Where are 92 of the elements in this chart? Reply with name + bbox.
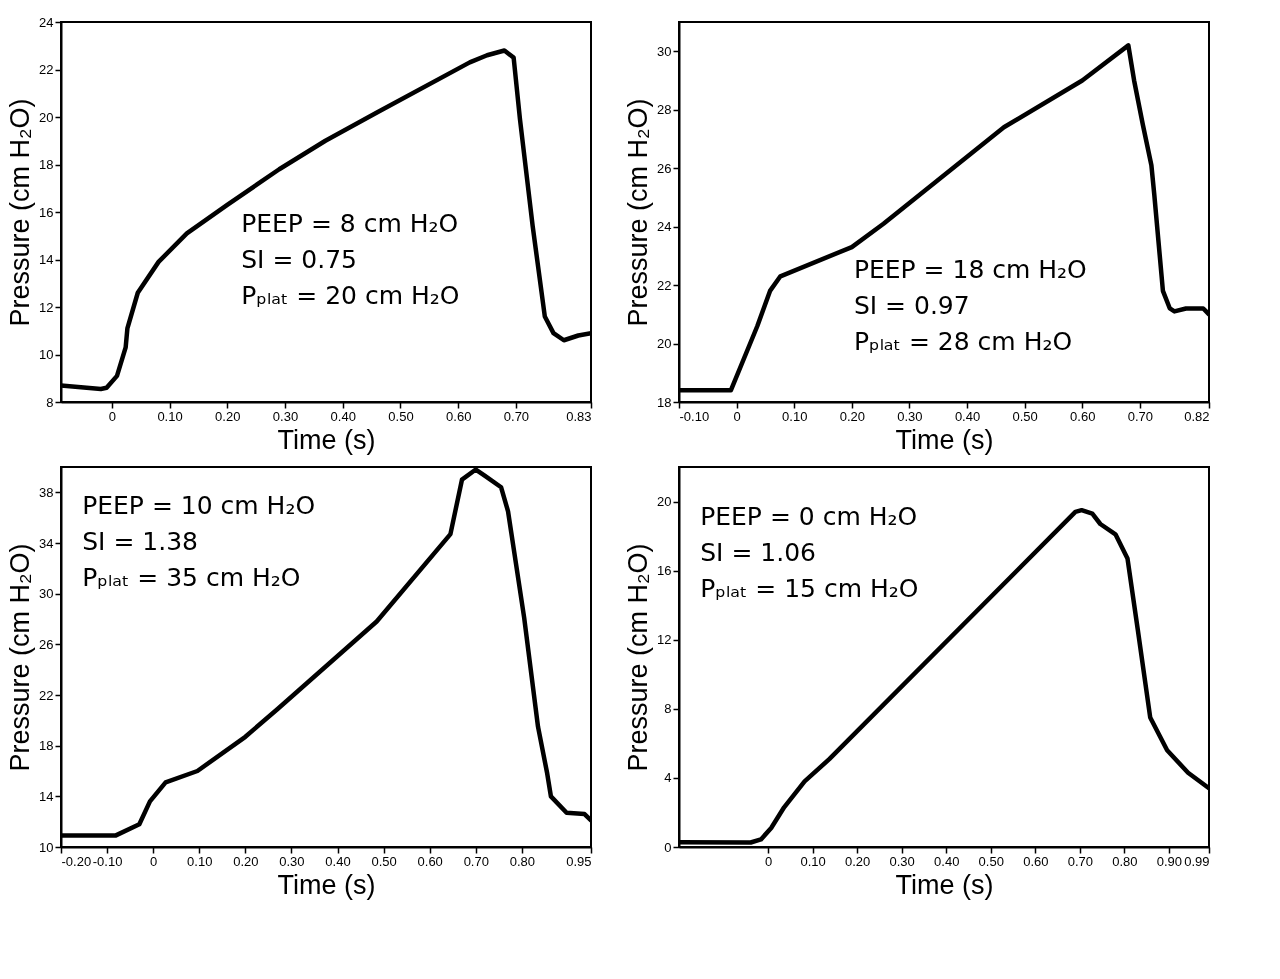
y-axis-title: Pressure (cm H₂O): [623, 98, 654, 327]
x-tick-label: 0.80: [509, 853, 536, 869]
x-tick-label: 0.50: [371, 853, 397, 869]
y-axis-title: Pressure (cm H₂O): [623, 543, 654, 772]
y-tick-label: 18: [39, 157, 54, 172]
x-axis-title: Time (s): [277, 869, 376, 900]
y-tick-label: 8: [46, 394, 54, 410]
y-tick-label: 10: [39, 839, 54, 855]
y-axis-title: Pressure (cm H₂O): [5, 98, 36, 327]
annotation: Pₚₗₐₜ = 35 cm H₂O: [82, 562, 301, 592]
x-tick-label: 0.10: [157, 408, 183, 424]
x-tick-label: 0.60: [1070, 408, 1096, 424]
x-tick-label: 0.70: [1127, 408, 1154, 424]
x-tick-label: 0.20: [844, 853, 871, 869]
x-tick-label: 0.40: [325, 853, 351, 869]
y-tick-label: 26: [657, 160, 672, 176]
y-tick-label: 14: [39, 788, 54, 804]
x-tick-label: 0: [764, 853, 773, 869]
y-tick-label: 4: [664, 770, 672, 786]
x-tick-label: 0.50: [1012, 408, 1038, 424]
annotation: PEEP = 0 cm H₂O: [700, 502, 918, 531]
x-tick-label: 0.40: [954, 408, 981, 424]
annotation: SI = 1.38: [82, 526, 198, 556]
x-tick-label: 0.10: [187, 853, 213, 869]
x-tick-label: 0: [150, 853, 158, 869]
y-tick-label: 28: [657, 102, 672, 118]
x-tick-label: 0.82: [1184, 408, 1210, 424]
y-axis-title: Pressure (cm H₂O): [5, 543, 36, 772]
y-tick-label: 30: [657, 43, 672, 59]
y-tick-label: 8: [664, 701, 672, 717]
x-axis-title: Time (s): [895, 869, 994, 900]
y-tick-label: 18: [657, 394, 672, 410]
y-tick-label: 22: [39, 62, 54, 77]
x-tick-label: 0.20: [215, 408, 241, 424]
x-tick-label: 0.70: [1067, 853, 1093, 869]
x-tick-label: 0.60: [1023, 853, 1049, 869]
y-tick-label: 12: [39, 299, 54, 315]
y-tick-label: 24: [39, 14, 54, 30]
annotation: SI = 0.75: [241, 245, 357, 274]
y-tick-label: 20: [657, 494, 672, 510]
annotation: Pₚₗₐₜ = 20 cm H₂O: [241, 281, 460, 310]
x-tick-label: 0.50: [978, 853, 1004, 869]
x-tick-label: 0.10: [800, 853, 826, 869]
y-tick-label: 24: [657, 219, 672, 235]
y-tick-label: 0: [664, 839, 672, 855]
y-tick-label: 30: [39, 586, 54, 602]
y-tick-label: 38: [39, 484, 54, 500]
x-tick-label: -0.10: [92, 853, 123, 869]
x-tick-label: -0.10: [679, 408, 710, 424]
x-tick-label: -0.20: [61, 853, 92, 869]
y-tick-label: 26: [39, 636, 54, 652]
x-tick-label: 0: [733, 408, 741, 424]
x-tick-label: 0.20: [839, 408, 865, 424]
x-tick-label: 0.30: [279, 853, 305, 869]
x-tick-label: 0.10: [782, 408, 808, 424]
x-tick-label: 0.50: [388, 408, 414, 424]
x-tick-label: 0.30: [889, 853, 915, 869]
y-tick-label: 34: [39, 535, 54, 551]
x-tick-label: 0.40: [934, 853, 960, 869]
y-tick-label: 22: [39, 687, 54, 703]
x-tick-label: 0.95: [566, 853, 592, 869]
annotation: PEEP = 8 cm H₂O: [241, 209, 459, 238]
x-tick-label: 0.40: [330, 408, 356, 424]
x-axis-title: Time (s): [895, 424, 994, 455]
annotation: PEEP = 10 cm H₂O: [82, 490, 316, 520]
y-tick-label: 22: [657, 277, 672, 293]
x-tick-label: 0.70: [503, 408, 530, 424]
x-tick-label: 0.99: [1184, 853, 1210, 869]
annotation: SI = 0.97: [853, 290, 970, 320]
x-tick-label: 0.30: [272, 408, 299, 424]
x-tick-label: 0.80: [1112, 853, 1138, 869]
y-tick-label: 10: [39, 347, 54, 362]
y-tick-label: 16: [657, 563, 672, 579]
y-tick-label: 18: [39, 738, 54, 754]
x-tick-label: 0.90: [1156, 853, 1183, 869]
y-tick-label: 20: [657, 336, 672, 352]
annotation: Pₚₗₐₜ = 15 cm H₂O: [700, 574, 919, 603]
x-tick-label: 0.60: [446, 408, 472, 424]
x-axis-title: Time (s): [277, 424, 376, 455]
annotation: PEEP = 18 cm H₂O: [853, 254, 1087, 284]
x-tick-label: 0: [108, 408, 116, 424]
x-tick-label: 0.70: [463, 853, 489, 869]
y-tick-label: 12: [657, 632, 672, 648]
y-tick-label: 14: [39, 252, 54, 267]
annotation: SI = 1.06: [700, 538, 816, 567]
x-tick-label: 0.60: [417, 853, 443, 869]
x-tick-label: 0.83: [566, 408, 592, 424]
y-tick-label: 20: [39, 109, 54, 125]
x-tick-label: 0.20: [233, 853, 259, 869]
x-tick-label: 0.30: [897, 408, 923, 424]
annotation: Pₚₗₐₜ = 28 cm H₂O: [853, 326, 1073, 356]
y-tick-label: 16: [39, 204, 54, 220]
